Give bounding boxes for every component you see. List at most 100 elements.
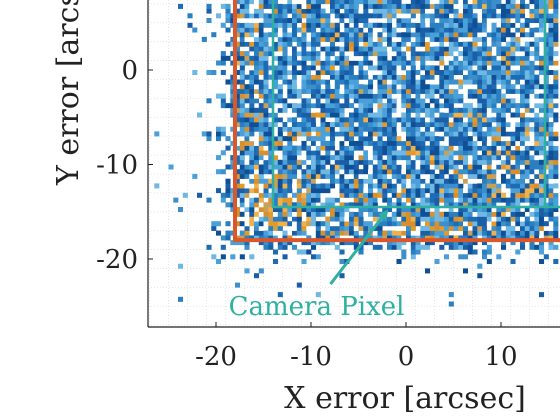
heatmap-cell [382, 79, 388, 85]
heatmap-cell [439, 79, 445, 85]
heatmap-cell [425, 136, 431, 142]
heatmap-cell [543, 136, 549, 142]
heatmap-cell [311, 150, 317, 156]
heatmap-cell [244, 207, 250, 213]
heatmap-cell [477, 0, 483, 5]
heatmap-cell [477, 221, 483, 227]
heatmap-cell [206, 136, 212, 142]
heatmap-cell [296, 107, 302, 113]
heatmap-cell [415, 8, 421, 14]
heatmap-cell [344, 98, 350, 104]
heatmap-cell [520, 70, 526, 76]
heatmap-cell [277, 131, 283, 137]
heatmap-cell [320, 150, 326, 156]
heatmap-cell [482, 84, 488, 90]
heatmap-cell [548, 145, 554, 151]
heatmap-cell [263, 183, 269, 189]
heatmap-cell [482, 98, 488, 104]
heatmap-cell [458, 27, 464, 33]
heatmap-cell [534, 150, 540, 156]
heatmap-cell [491, 207, 497, 213]
heatmap-cell [311, 22, 317, 28]
heatmap-cell [491, 22, 497, 28]
heatmap-cell [420, 131, 426, 137]
heatmap-cell [235, 150, 241, 156]
heatmap-cell [353, 41, 359, 47]
heatmap-cell [463, 51, 469, 57]
heatmap-cell [453, 136, 459, 142]
heatmap-cell [363, 51, 369, 57]
heatmap-cell [320, 22, 326, 28]
heatmap-cell [353, 51, 359, 57]
heatmap-cell [230, 112, 236, 118]
heatmap-cell [520, 155, 526, 161]
heatmap-cell [439, 112, 445, 118]
heatmap-cell [254, 140, 260, 146]
heatmap-cell [382, 230, 388, 236]
heatmap-cell [515, 46, 521, 52]
heatmap-cell [372, 216, 378, 222]
heatmap-cell [358, 13, 364, 19]
heatmap-cell [349, 18, 355, 24]
heatmap-cell [420, 74, 426, 80]
heatmap-cell [330, 88, 336, 94]
heatmap-cell [287, 211, 293, 217]
heatmap-cell [458, 107, 464, 113]
heatmap-cell [301, 221, 307, 227]
heatmap-cell [254, 150, 260, 156]
heatmap-cell [235, 140, 241, 146]
heatmap-cell [320, 230, 326, 236]
heatmap-cell [239, 22, 245, 28]
heatmap-cell [363, 197, 369, 203]
heatmap-cell [268, 235, 274, 241]
heatmap-cell [287, 207, 293, 213]
heatmap-cell [496, 93, 502, 99]
heatmap-cell [401, 79, 407, 85]
heatmap-cell [387, 173, 393, 179]
heatmap-cell [277, 3, 283, 9]
heatmap-cell [349, 122, 355, 128]
heatmap-cell [467, 55, 473, 61]
heatmap-cell [325, 0, 331, 5]
heatmap-cell [444, 221, 450, 227]
heatmap-cell [377, 98, 383, 104]
heatmap-cell [254, 211, 260, 217]
heatmap-cell [448, 8, 454, 14]
heatmap-cell [543, 126, 549, 132]
heatmap-cell [491, 93, 497, 99]
heatmap-cell [406, 70, 412, 76]
heatmap-cell [510, 117, 516, 123]
heatmap-cell [377, 36, 383, 42]
heatmap-cell [401, 211, 407, 217]
heatmap-cell [520, 8, 526, 14]
heatmap-cell [239, 93, 245, 99]
heatmap-cell [463, 211, 469, 217]
heatmap-cell [501, 79, 507, 85]
heatmap-cell [344, 122, 350, 128]
heatmap-cell [244, 202, 250, 208]
heatmap-cell [496, 65, 502, 71]
heatmap-cell [387, 36, 393, 42]
heatmap-cell [410, 221, 416, 227]
heatmap-cell [415, 70, 421, 76]
heatmap-cell [448, 173, 454, 179]
heatmap-cell [282, 145, 288, 151]
heatmap-cell [420, 79, 426, 85]
heatmap-cell [387, 178, 393, 184]
heatmap-cell [358, 249, 364, 255]
heatmap-cell [539, 18, 545, 24]
heatmap-cell [396, 197, 402, 203]
heatmap-cell [296, 8, 302, 14]
heatmap-cell [524, 103, 530, 109]
heatmap-cell [534, 188, 540, 194]
heatmap-cell [510, 22, 516, 28]
heatmap-cell [510, 88, 516, 94]
heatmap-cell [244, 32, 250, 38]
boundary-lines [233, 0, 560, 243]
heatmap-cell [358, 51, 364, 57]
heatmap-cell [277, 41, 283, 47]
heatmap-cell [401, 32, 407, 38]
heatmap-cell [496, 221, 502, 227]
heatmap-cell [225, 13, 231, 19]
heatmap-cell [520, 164, 526, 170]
